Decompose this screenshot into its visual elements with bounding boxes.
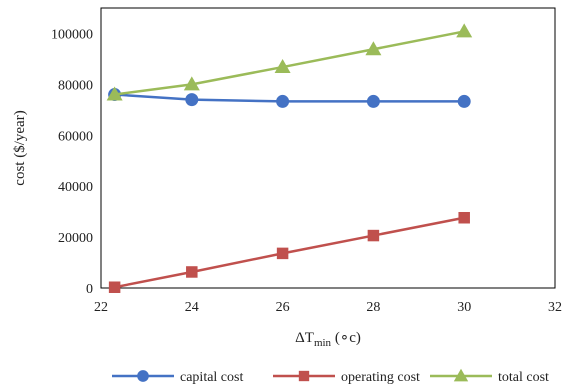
legend-label: total cost [498,370,549,385]
y-tick-label: 0 [86,282,93,297]
x-tick-label: 32 [548,300,562,315]
x-tick-label: 30 [457,300,471,315]
series-layer [106,23,473,293]
y-tick-label: 40000 [58,180,93,195]
y-axis-ticks: 0 20000 40000 60000 80000 100000 [51,27,93,297]
x-tick-label: 22 [94,300,108,315]
series-line [114,216,465,289]
y-tick-label: 100000 [51,27,93,42]
legend-label: capital cost [180,370,243,385]
series-capital-cost [108,88,471,108]
legend-item: capital cost [112,370,243,385]
data-point-square [458,211,470,224]
y-tick-label: 80000 [58,78,93,93]
y-tick-label: 20000 [58,231,93,246]
data-point-circle [137,370,149,382]
x-tick-label: 26 [276,300,290,315]
data-point-circle [366,94,380,108]
series-operating-cost [108,211,470,293]
x-axis-title-unit: (∘c) [331,330,361,346]
data-point-circle [457,94,471,108]
data-point-triangle [365,41,382,56]
series-line [114,30,465,96]
data-point-triangle [274,59,291,74]
data-point-square [108,281,121,293]
x-axis-title-main: ΔT [295,330,314,346]
data-point-circle [185,93,199,107]
legend-item: total cost [430,368,549,385]
y-tick-label: 60000 [58,129,93,144]
data-point-square [298,370,310,382]
x-axis-ticks: 22 24 26 28 30 32 [94,300,562,315]
data-point-triangle [183,76,200,91]
data-point-square [186,266,198,278]
data-point-square [367,229,380,242]
x-axis-title-subscript: min [314,337,332,349]
x-axis-title: ΔTmin (∘c) [295,330,361,349]
legend: capital cost operating cost total cost [112,368,549,385]
legend-item: operating cost [273,370,420,385]
data-point-triangle [456,23,473,38]
y-axis-title: cost ($/year) [12,110,28,185]
series-total-cost [106,23,473,101]
x-tick-label: 28 [366,300,380,315]
data-point-square [276,247,289,260]
x-tick-label: 24 [185,300,199,315]
plot-area [100,7,556,289]
series-line [114,93,465,103]
data-point-circle [276,94,290,108]
legend-label: operating cost [341,370,420,385]
data-point-triangle [106,86,123,101]
data-point-triangle [453,368,469,382]
